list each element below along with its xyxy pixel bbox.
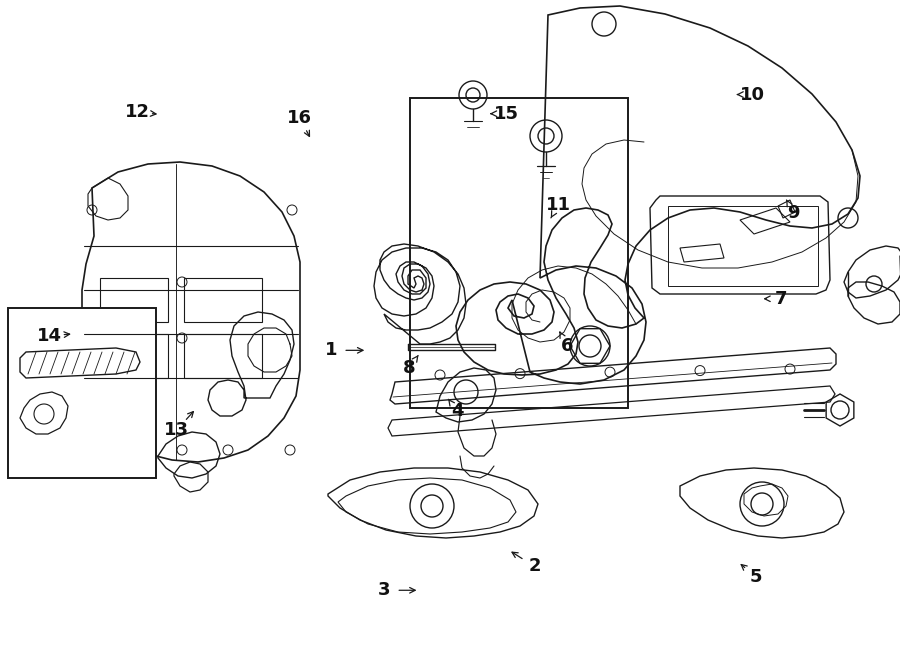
Bar: [8, 308, 156, 478]
Bar: [100, 334, 168, 378]
Text: 8: 8: [403, 358, 416, 377]
Text: 4: 4: [451, 402, 464, 420]
Text: 11: 11: [545, 196, 571, 214]
Text: 10: 10: [740, 85, 765, 104]
Text: 6: 6: [561, 336, 573, 355]
Text: 15: 15: [494, 104, 519, 123]
Text: 5: 5: [750, 568, 762, 586]
Bar: [410, 98, 628, 408]
Text: 12: 12: [125, 103, 150, 122]
Bar: [668, 206, 818, 286]
Bar: [100, 278, 168, 322]
Text: 13: 13: [164, 421, 189, 440]
Text: 2: 2: [528, 557, 541, 576]
Text: 7: 7: [775, 290, 788, 308]
Text: 3: 3: [378, 581, 391, 600]
Text: 14: 14: [37, 327, 62, 345]
Text: 9: 9: [788, 204, 800, 222]
Bar: [184, 334, 262, 378]
Text: 1: 1: [325, 341, 338, 360]
Bar: [184, 278, 262, 322]
Text: 16: 16: [287, 108, 312, 127]
